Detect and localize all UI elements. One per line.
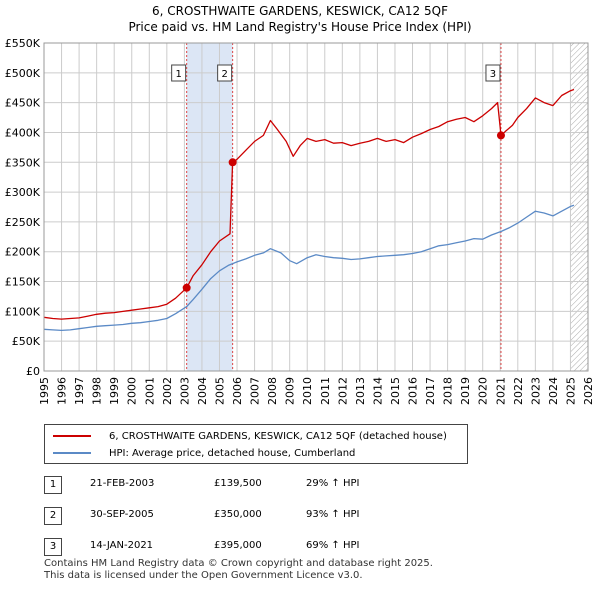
x-tick-label: 2006 [231,377,244,405]
y-tick-label: £400K [5,126,41,139]
transaction-date: 30-SEP-2005 [90,509,154,520]
sale-number-box [171,64,187,82]
x-tick-label: 2014 [371,377,384,405]
sale-number-label: 1 [175,69,181,80]
footer-copyright: Contains HM Land Registry data © Crown c… [44,558,433,569]
legend: 6, CROSTHWAITE GARDENS, KESWICK, CA12 5Q… [44,424,468,464]
x-tick-label: 2016 [407,377,420,405]
x-tick-label: 2005 [213,377,226,405]
legend-label-hpi: HPI: Average price, detached house, Cumb… [109,447,356,459]
shaded-period [186,43,233,371]
x-tick-label: 2001 [143,377,156,405]
x-tick-label: 2017 [424,377,437,405]
y-tick-label: £200K [5,246,41,259]
footer: Contains HM Land Registry data © Crown c… [44,558,433,582]
x-tick-label: 2009 [284,377,297,405]
transaction-number: 2 [44,507,62,525]
legend-swatch-blue [53,452,91,454]
y-tick-label: £50K [12,335,41,348]
x-tick-label: 1999 [108,377,121,405]
y-tick-label: £550K [5,37,41,50]
sale-number-label: 3 [490,69,496,80]
hatched-region [570,43,588,371]
legend-item-hpi: HPI: Average price, detached house, Cumb… [53,445,355,461]
x-tick-label: 1997 [73,377,86,405]
legend-swatch-red [53,435,91,437]
plot-area [44,43,588,371]
transaction-row-1: 1 21-FEB-2003 £139,500 29% ↑ HPI [44,476,464,496]
x-tick-label: 1995 [38,377,51,405]
x-tick-label: 2026 [582,377,595,405]
chart-title-address: 6, CROSTHWAITE GARDENS, KESWICK, CA12 5Q… [152,4,448,18]
y-tick-label: £300K [5,186,41,199]
transaction-hpi: 69% ↑ HPI [306,540,360,551]
y-tick-label: £150K [5,276,41,289]
sale-number-box [485,64,501,82]
plot-border [43,42,589,372]
transaction-number: 3 [44,538,62,556]
x-tick-label: 2023 [529,377,542,405]
y-tick-label: £450K [5,97,41,110]
y-tick-label: £500K [5,67,41,80]
sale-point-marker [182,283,191,292]
x-tick-label: 2010 [301,377,314,405]
x-tick-label: 2024 [547,377,560,405]
x-tick-label: 1998 [91,377,104,405]
x-tick-label: 2007 [249,377,262,405]
legend-label-property: 6, CROSTHWAITE GARDENS, KESWICK, CA12 5Q… [109,430,447,442]
transaction-price: £395,000 [214,540,262,551]
transaction-price: £139,500 [214,478,262,489]
transaction-date: 21-FEB-2003 [90,478,155,489]
x-tick-label: 2025 [564,377,577,405]
y-tick-label: £350K [5,156,41,169]
transaction-row-3: 3 14-JAN-2021 £395,000 69% ↑ HPI [44,538,464,558]
sale-point-marker [496,131,505,140]
x-tick-label: 2002 [161,377,174,405]
x-tick-label: 2021 [494,377,507,405]
transaction-hpi: 93% ↑ HPI [306,509,360,520]
y-tick-label: £250K [5,216,41,229]
x-tick-label: 2008 [266,377,279,405]
x-tick-label: 2013 [354,377,367,405]
x-tick-label: 2019 [459,377,472,405]
transaction-row-2: 2 30-SEP-2005 £350,000 93% ↑ HPI [44,507,464,527]
x-tick-label: 2020 [477,377,490,405]
x-tick-label: 2004 [196,377,209,405]
series-line-hpi [43,204,575,332]
transaction-price: £350,000 [214,509,262,520]
transaction-hpi: 29% ↑ HPI [306,478,360,489]
chart-subtitle: Price paid vs. HM Land Registry's House … [128,20,472,34]
x-tick-label: 2000 [126,377,139,405]
x-tick-label: 2011 [319,377,332,405]
x-tick-label: 2015 [389,377,402,405]
sale-number-label: 2 [221,69,227,80]
transaction-date: 14-JAN-2021 [90,540,154,551]
y-tick-label: £100K [5,305,41,318]
price-chart: £0 £50K £100K £150K £200K £250K £300K £350K £400… [5,37,595,405]
x-tick-label: 2018 [442,377,455,405]
series-line-property [43,88,575,320]
legend-item-property: 6, CROSTHWAITE GARDENS, KESWICK, CA12 5Q… [53,428,447,444]
x-tick-label: 1996 [56,377,69,405]
footer-licence: This data is licensed under the Open Gov… [44,570,363,581]
x-tick-label: 2003 [178,377,191,405]
x-tick-label: 2012 [336,377,349,405]
sale-number-box [217,64,233,82]
sale-point-marker [228,158,237,167]
y-tick-label: £0 [26,365,40,378]
x-tick-label: 2022 [512,377,525,405]
transaction-number: 1 [44,476,62,494]
